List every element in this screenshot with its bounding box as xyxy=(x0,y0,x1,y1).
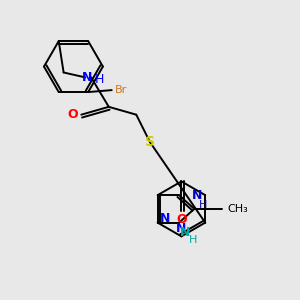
Text: N: N xyxy=(192,189,203,202)
Text: N: N xyxy=(180,226,190,239)
Text: H: H xyxy=(94,73,104,86)
Text: O: O xyxy=(67,108,78,121)
Text: H: H xyxy=(199,200,207,210)
Text: N: N xyxy=(176,222,187,235)
Text: N: N xyxy=(160,212,171,225)
Text: O: O xyxy=(176,213,187,226)
Text: H: H xyxy=(189,235,197,245)
Text: Br: Br xyxy=(115,85,127,95)
Text: S: S xyxy=(145,135,155,149)
Text: CH₃: CH₃ xyxy=(228,204,248,214)
Text: N: N xyxy=(82,71,92,84)
